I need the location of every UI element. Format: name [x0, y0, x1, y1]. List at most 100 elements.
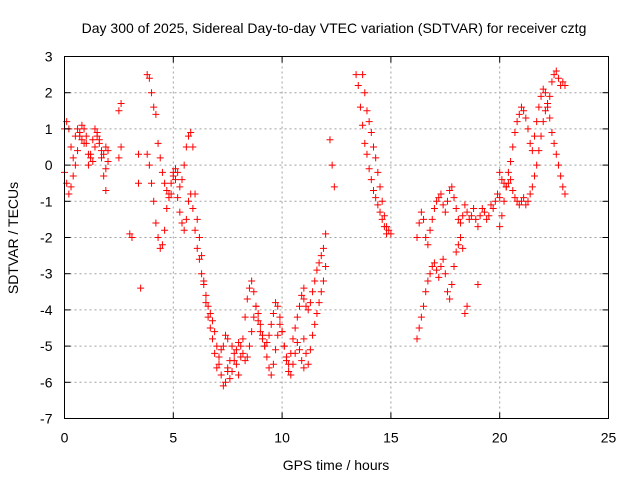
- data-point: [195, 234, 203, 241]
- data-point: [200, 281, 208, 289]
- data-point: [537, 92, 545, 100]
- data-point: [439, 255, 447, 263]
- data-point: [531, 132, 539, 140]
- data-point: [485, 212, 493, 220]
- y-tick-label: 2: [45, 85, 53, 101]
- data-point: [269, 310, 277, 318]
- data-point: [117, 100, 125, 108]
- data-point: [245, 342, 253, 350]
- data-point: [552, 150, 560, 158]
- data-point: [448, 183, 456, 191]
- data-point: [82, 139, 90, 147]
- data-point: [352, 71, 360, 79]
- data-point: [217, 371, 225, 379]
- data-point: [228, 342, 236, 350]
- data-point: [383, 223, 391, 231]
- data-point: [80, 125, 88, 133]
- y-tick-label: -4: [40, 302, 53, 318]
- data-point: [522, 114, 530, 122]
- data-point: [206, 310, 214, 318]
- data-point: [296, 346, 304, 354]
- data-point: [176, 183, 184, 191]
- data-point: [224, 364, 232, 372]
- data-point: [174, 194, 182, 202]
- data-point: [317, 252, 325, 260]
- data-point: [526, 139, 534, 147]
- data-point: [219, 342, 227, 350]
- data-point: [226, 375, 234, 383]
- data-point: [263, 353, 271, 361]
- data-point: [363, 150, 371, 158]
- data-point: [504, 179, 512, 187]
- data-point: [191, 226, 199, 234]
- data-point: [363, 107, 371, 115]
- data-point: [276, 313, 284, 321]
- data-point: [461, 201, 469, 209]
- data-point: [230, 349, 238, 357]
- data-point: [248, 277, 256, 285]
- data-point: [452, 248, 460, 256]
- data-point: [443, 288, 451, 296]
- data-point: [496, 168, 504, 176]
- y-tick-label: -5: [40, 338, 53, 354]
- y-tick-label: 3: [45, 49, 53, 65]
- data-point: [185, 132, 193, 140]
- data-point: [548, 129, 556, 137]
- data-point: [515, 110, 523, 118]
- data-point: [361, 139, 369, 147]
- data-point: [261, 342, 269, 350]
- data-point: [539, 118, 547, 126]
- data-point: [252, 302, 260, 310]
- data-point: [237, 342, 245, 350]
- x-tick-label: 20: [492, 430, 508, 446]
- y-tick-labels: -7 -6 -5 -4 -3 -2 -1 0 1 2 3: [40, 49, 53, 427]
- data-point: [272, 346, 280, 354]
- data-point: [365, 165, 373, 173]
- data-points: [61, 67, 569, 390]
- data-point: [115, 154, 123, 162]
- data-point: [304, 306, 312, 314]
- data-point: [272, 299, 280, 307]
- data-point: [69, 154, 77, 162]
- data-point: [117, 143, 125, 151]
- data-point: [454, 241, 462, 249]
- data-point: [115, 107, 123, 115]
- data-point: [163, 205, 171, 213]
- data-point: [526, 190, 534, 198]
- data-point: [137, 284, 145, 292]
- y-tick-label: 0: [45, 157, 53, 173]
- data-point: [78, 121, 86, 129]
- data-point: [211, 349, 219, 357]
- data-point: [187, 190, 195, 198]
- data-point: [422, 288, 430, 296]
- data-point: [180, 226, 188, 234]
- data-point: [156, 154, 164, 162]
- data-point: [306, 346, 314, 354]
- data-point: [378, 215, 386, 223]
- data-point: [380, 212, 388, 220]
- data-point: [237, 353, 245, 361]
- data-point: [300, 295, 308, 303]
- data-point: [165, 190, 173, 198]
- data-point: [443, 197, 451, 205]
- data-point: [91, 125, 99, 133]
- data-point: [552, 67, 560, 75]
- data-point: [448, 281, 456, 289]
- data-point: [476, 212, 484, 220]
- data-point: [546, 114, 554, 122]
- data-point: [559, 183, 567, 191]
- y-tick-label: -2: [40, 230, 53, 246]
- data-point: [161, 226, 169, 234]
- data-point: [302, 349, 310, 357]
- data-point: [528, 147, 536, 155]
- data-point: [202, 299, 210, 307]
- data-point: [369, 143, 377, 151]
- data-point: [561, 190, 569, 198]
- data-point: [298, 357, 306, 365]
- data-point: [278, 328, 286, 336]
- data-point: [459, 212, 467, 220]
- data-point: [243, 353, 251, 361]
- data-point: [152, 110, 160, 118]
- data-point: [89, 157, 97, 165]
